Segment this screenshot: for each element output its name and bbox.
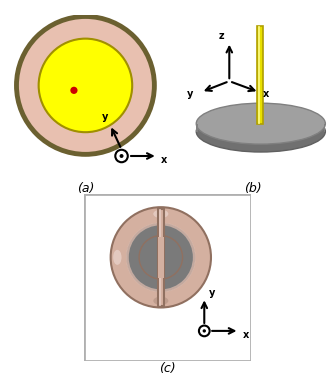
Ellipse shape xyxy=(196,111,325,152)
Ellipse shape xyxy=(153,210,168,218)
FancyBboxPatch shape xyxy=(324,124,325,131)
Circle shape xyxy=(203,329,206,332)
Bar xyxy=(158,237,164,278)
Text: (a): (a) xyxy=(77,182,94,195)
FancyBboxPatch shape xyxy=(196,124,198,131)
Circle shape xyxy=(120,154,124,158)
Text: (b): (b) xyxy=(244,182,262,195)
Circle shape xyxy=(39,39,132,132)
Text: y: y xyxy=(187,89,193,99)
Circle shape xyxy=(16,16,154,154)
Circle shape xyxy=(127,224,194,291)
Text: x: x xyxy=(262,89,269,99)
Circle shape xyxy=(115,150,128,162)
Circle shape xyxy=(70,87,77,94)
Text: z: z xyxy=(218,31,224,41)
Ellipse shape xyxy=(113,250,122,265)
Bar xyxy=(158,209,164,306)
Bar xyxy=(258,26,260,124)
Text: (c): (c) xyxy=(159,362,176,375)
Bar xyxy=(257,26,263,124)
Circle shape xyxy=(111,207,211,307)
Text: x: x xyxy=(243,329,249,340)
Text: y: y xyxy=(102,112,108,122)
Ellipse shape xyxy=(196,103,325,144)
Circle shape xyxy=(199,326,210,336)
Text: x: x xyxy=(161,155,167,165)
Text: y: y xyxy=(209,288,216,298)
Ellipse shape xyxy=(153,297,168,305)
Bar xyxy=(159,209,161,306)
